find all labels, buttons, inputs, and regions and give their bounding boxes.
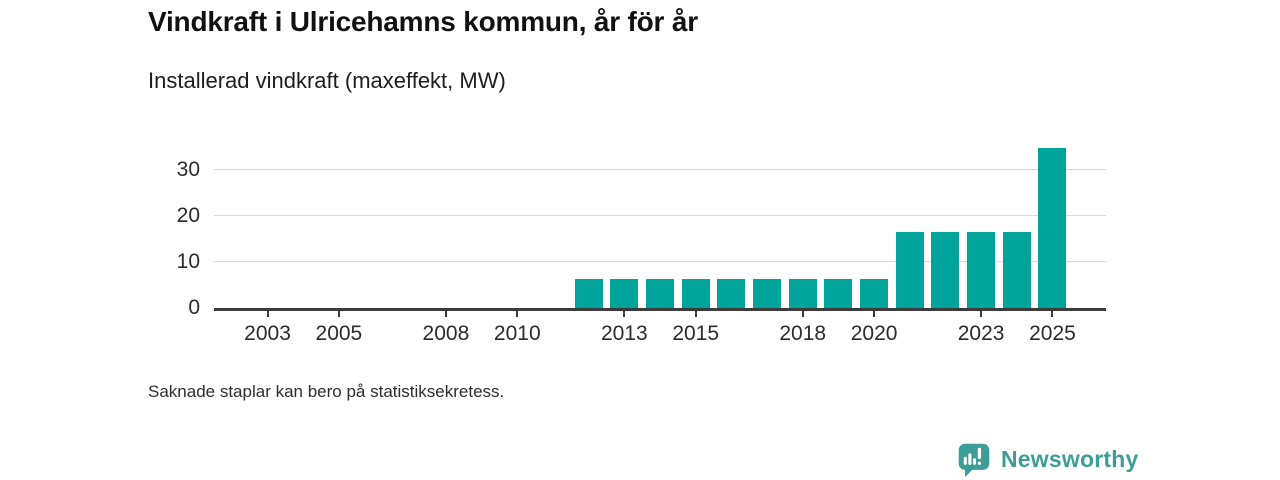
x-axis-label-2023: 2023 bbox=[957, 322, 1005, 345]
newsworthy-logo: Newsworthy bbox=[956, 441, 1138, 478]
bar-2021 bbox=[895, 232, 924, 308]
x-axis-label-2018: 2018 bbox=[779, 322, 827, 345]
x-tick-2010 bbox=[516, 311, 519, 317]
gridline-10 bbox=[214, 261, 1106, 263]
x-tick-2015 bbox=[694, 311, 697, 317]
bar-2015 bbox=[681, 279, 710, 308]
y-axis-label-10: 10 bbox=[176, 249, 200, 273]
bar-2025 bbox=[1038, 148, 1067, 308]
bar-chart-plot-area bbox=[214, 139, 1106, 311]
x-axis-label-2025: 2025 bbox=[1029, 322, 1076, 345]
x-tick-2025 bbox=[1051, 311, 1054, 317]
x-axis-label-2020: 2020 bbox=[850, 322, 898, 345]
bar-2022 bbox=[931, 232, 960, 308]
x-tick-2003 bbox=[266, 311, 269, 317]
bar-2018 bbox=[788, 279, 817, 308]
chart-subtitle: Installerad vindkraft (maxeffekt, MW) bbox=[148, 68, 506, 93]
bar-2020 bbox=[860, 279, 889, 308]
x-axis-label-2003: 2003 bbox=[244, 322, 291, 345]
y-axis-label-30: 30 bbox=[176, 157, 200, 181]
newsworthy-logo-text: Newsworthy bbox=[1001, 446, 1139, 472]
bar-2017 bbox=[753, 279, 782, 308]
bar-2019 bbox=[824, 279, 853, 308]
bar-2013 bbox=[610, 279, 639, 308]
x-axis-label-2005: 2005 bbox=[315, 322, 363, 345]
y-axis-label-0: 0 bbox=[188, 296, 200, 319]
y-axis-label-20: 20 bbox=[176, 203, 200, 227]
x-tick-2013 bbox=[623, 311, 626, 317]
x-tick-2020 bbox=[873, 311, 876, 317]
gridline-30 bbox=[214, 169, 1106, 171]
x-axis-label-2013: 2013 bbox=[600, 322, 648, 345]
gridline-20 bbox=[214, 215, 1106, 217]
bar-2016 bbox=[717, 279, 746, 308]
x-tick-2008 bbox=[444, 311, 447, 317]
bar-2024 bbox=[1002, 232, 1031, 308]
bar-2023 bbox=[967, 232, 996, 308]
chart-title: Vindkraft i Ulricehamns kommun, år för å… bbox=[148, 6, 698, 37]
bar-2014 bbox=[646, 279, 674, 308]
x-tick-2018 bbox=[801, 311, 804, 317]
x-axis-label-2008: 2008 bbox=[422, 322, 470, 345]
x-tick-2023 bbox=[980, 311, 983, 317]
chart-footnote: Saknade staplar kan bero på statistiksek… bbox=[148, 382, 505, 401]
x-tick-2005 bbox=[337, 311, 340, 317]
x-axis-label-2010: 2010 bbox=[493, 322, 541, 345]
x-axis-label-2015: 2015 bbox=[672, 322, 720, 345]
newsworthy-logo-icon bbox=[958, 443, 990, 478]
bar-2012 bbox=[574, 279, 603, 308]
mini-bar-chart-glyph bbox=[963, 447, 982, 465]
